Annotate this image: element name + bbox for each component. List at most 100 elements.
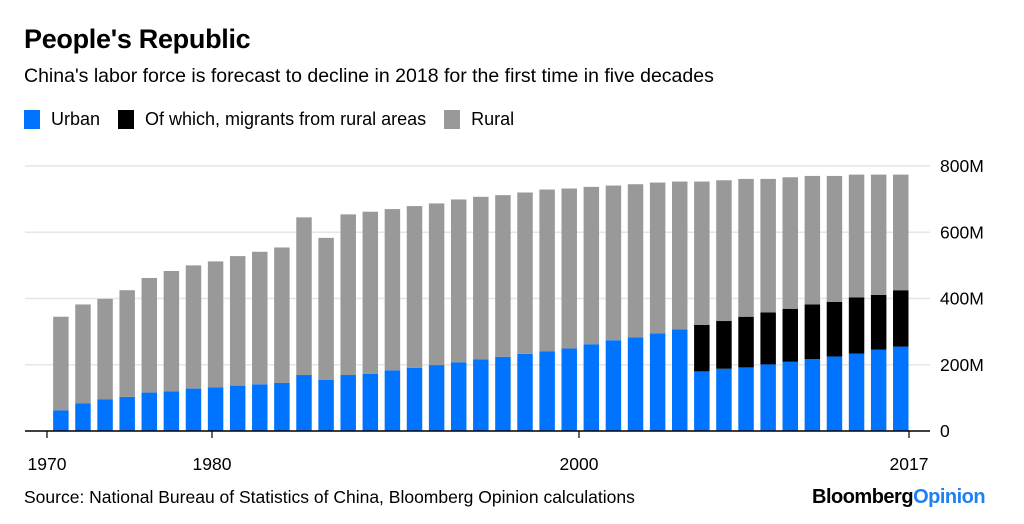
- legend-item-migrants: Of which, migrants from rural areas: [118, 109, 426, 130]
- legend: Urban Of which, migrants from rural area…: [24, 109, 532, 130]
- bar-urban: [340, 375, 356, 431]
- legend-swatch-migrants: [118, 110, 135, 129]
- bar-rural: [428, 203, 445, 366]
- bar-urban: [428, 365, 445, 431]
- bar-rural: [362, 211, 379, 374]
- x-tick-label: 2017: [890, 454, 929, 474]
- bar-rural: [141, 277, 158, 393]
- legend-label-rural: Rural: [471, 109, 515, 129]
- bar-urban: [406, 367, 423, 431]
- x-tick-label: 2000: [560, 454, 599, 474]
- bar-rural: [384, 209, 401, 371]
- source-note: Source: National Bureau of Statistics of…: [24, 487, 635, 507]
- bar-urban: [782, 361, 798, 431]
- legend-item-urban: Urban: [24, 109, 100, 130]
- bar-urban: [893, 346, 909, 431]
- y-tick-label: 800M: [940, 156, 984, 176]
- bar-rural: [119, 290, 135, 397]
- bar-urban: [473, 359, 489, 431]
- bar-rural: [694, 181, 710, 325]
- bar-rural: [185, 265, 202, 389]
- bar-urban: [384, 370, 401, 431]
- bar-urban: [760, 364, 776, 431]
- bar-urban: [495, 356, 511, 431]
- bar-rural: [473, 196, 489, 360]
- bar-urban: [119, 396, 135, 431]
- bar-urban: [561, 348, 577, 431]
- bar-rural: [804, 175, 821, 305]
- bar-rural: [53, 316, 69, 411]
- bar-urban: [296, 375, 312, 431]
- legend-swatch-urban: [24, 110, 40, 129]
- bar-rural: [716, 180, 732, 322]
- bar-rural: [229, 256, 246, 386]
- legend-swatch-rural: [444, 110, 461, 129]
- bar-urban: [870, 349, 887, 431]
- bar-urban: [672, 329, 688, 431]
- bar-urban: [826, 356, 843, 431]
- y-tick-label: 400M: [940, 289, 984, 309]
- bar-rural: [75, 304, 91, 404]
- x-tick-label: 1970: [28, 454, 67, 474]
- bar-urban: [97, 399, 113, 431]
- bar-rural: [495, 195, 511, 357]
- bar-rural: [539, 189, 555, 352]
- legend-label-urban: Urban: [51, 109, 101, 129]
- bar-rural: [870, 174, 887, 295]
- bar-rural: [274, 247, 290, 383]
- bar-rural: [672, 181, 688, 330]
- bar-rural: [450, 199, 467, 363]
- bar-migrants: [826, 301, 843, 357]
- bar-urban: [583, 344, 600, 431]
- y-tick-label: 600M: [940, 222, 984, 242]
- legend-item-rural: Rural: [444, 109, 514, 130]
- bar-migrants: [893, 290, 909, 347]
- bar-migrants: [870, 294, 887, 350]
- bar-rural: [517, 192, 533, 354]
- bar-urban: [539, 351, 555, 431]
- bar-rural: [738, 178, 754, 317]
- bar-migrants: [848, 297, 865, 354]
- bar-urban: [53, 410, 69, 431]
- bar-rural: [649, 182, 666, 334]
- bar-urban: [318, 379, 334, 431]
- chart-subtitle: China's labor force is forecast to decli…: [24, 65, 714, 87]
- bar-rural: [826, 175, 843, 302]
- bar-rural: [97, 298, 113, 400]
- y-tick-label: 0: [940, 421, 950, 441]
- chart-title: People's Republic: [24, 24, 251, 54]
- bloomberg-opinion-logo: BloombergOpinion: [812, 486, 986, 508]
- bar-urban: [716, 368, 732, 431]
- bar-rural: [163, 271, 180, 392]
- y-tick-label: 200M: [940, 355, 984, 375]
- bar-rural: [318, 237, 334, 380]
- bar-urban: [517, 353, 533, 431]
- bar-rural: [252, 251, 268, 385]
- bar-rural: [782, 177, 798, 309]
- bar-rural: [605, 185, 622, 341]
- bar-migrants: [694, 325, 710, 372]
- bar-urban: [649, 333, 666, 431]
- bar-migrants: [782, 308, 798, 362]
- bar-rural: [848, 174, 865, 298]
- bar-rural: [340, 214, 356, 376]
- bar-urban: [229, 385, 246, 431]
- bar-urban: [141, 392, 158, 431]
- bar-migrants: [716, 321, 732, 369]
- bar-migrants: [738, 316, 754, 368]
- bar-rural: [406, 206, 423, 368]
- x-tick-label: 1980: [193, 454, 232, 474]
- bar-urban: [252, 384, 268, 431]
- bar-urban: [848, 353, 865, 431]
- bar-urban: [450, 362, 467, 431]
- bar-rural: [893, 174, 909, 291]
- legend-label-migrants: Of which, migrants from rural areas: [145, 109, 427, 129]
- bar-urban: [605, 340, 622, 431]
- bar-urban: [362, 373, 379, 431]
- bar-urban: [804, 359, 821, 431]
- bar-urban: [274, 382, 290, 431]
- bar-rural: [296, 217, 312, 376]
- bar-urban: [163, 391, 180, 431]
- bar-rural: [627, 184, 644, 338]
